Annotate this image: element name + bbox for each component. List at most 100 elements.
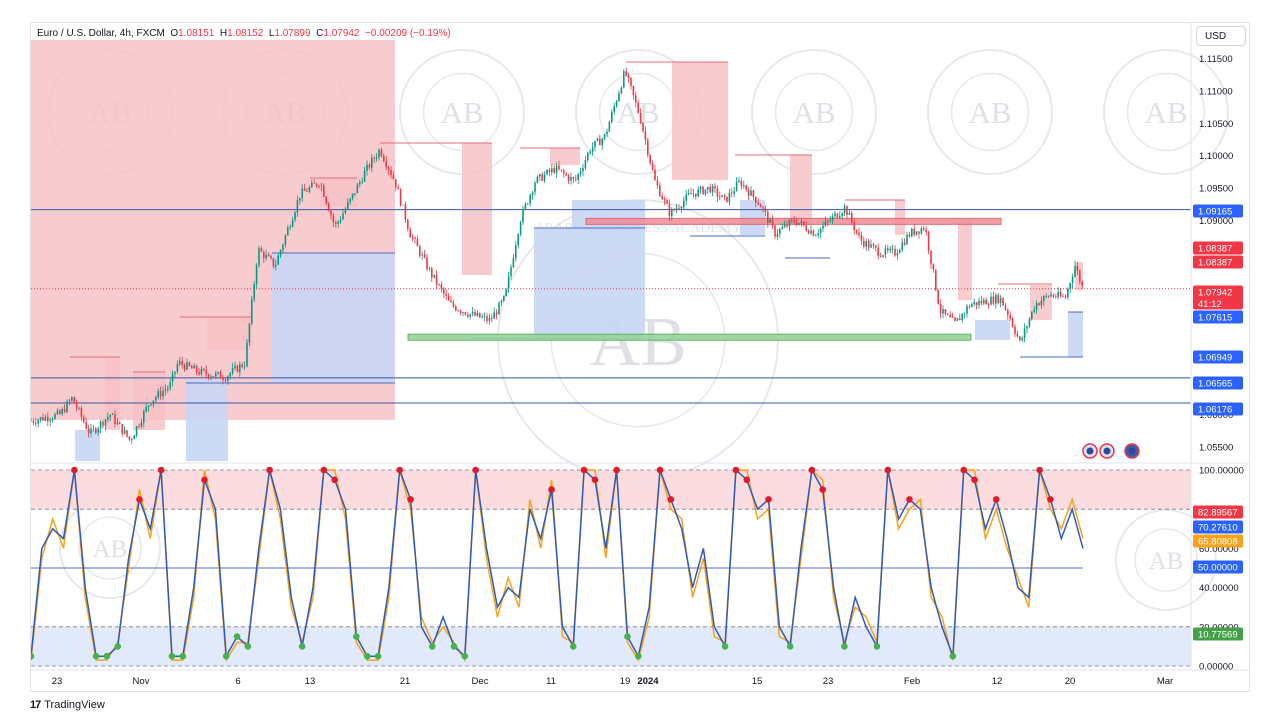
price-tick-label: 1.09500 xyxy=(1199,183,1233,194)
oversold-dot xyxy=(786,643,794,650)
osc-tick-label: 0.00000 xyxy=(1199,662,1233,673)
chart-frame[interactable] xyxy=(30,22,1250,692)
time-tick-label: Nov xyxy=(133,676,150,687)
candle-body xyxy=(899,249,901,254)
oversold-dot xyxy=(233,633,241,640)
candle-body xyxy=(114,414,116,425)
close-label: C xyxy=(316,28,324,39)
candle-body xyxy=(270,256,272,259)
candle-body xyxy=(747,189,750,196)
osc-badge xyxy=(1193,627,1243,641)
price-badge xyxy=(1193,204,1243,218)
candle-body xyxy=(426,257,428,270)
support-box xyxy=(975,320,1010,340)
support-box xyxy=(534,228,572,340)
candle-body xyxy=(1004,305,1007,310)
candle-body xyxy=(296,200,299,213)
oversold-dot xyxy=(114,643,122,650)
candle-body xyxy=(255,265,258,285)
candle-body xyxy=(601,138,603,146)
candle-body xyxy=(613,106,615,112)
candle-body xyxy=(944,309,947,314)
candle-body xyxy=(71,397,73,401)
candle-body xyxy=(1055,296,1057,298)
candle-body xyxy=(335,222,337,224)
price-tick-label: 1.09000 xyxy=(1199,216,1233,227)
candle-body xyxy=(488,318,491,321)
candle-body xyxy=(860,235,863,241)
event-flags[interactable] xyxy=(1082,443,1140,459)
candle-body xyxy=(961,313,963,321)
candle-body xyxy=(224,379,227,381)
candle-body xyxy=(858,232,860,236)
candle-body xyxy=(109,414,111,417)
candle-body xyxy=(205,370,207,375)
candle-body xyxy=(239,364,241,372)
overbought-dot xyxy=(884,466,892,474)
candle-body xyxy=(687,193,690,195)
overbought-dot xyxy=(732,466,740,474)
candle-body xyxy=(572,177,575,179)
candle-body xyxy=(512,258,515,268)
oversold-dot xyxy=(841,643,848,650)
candle-body xyxy=(536,176,539,183)
candle-body xyxy=(351,193,354,199)
tradingview-logo-icon: 17 xyxy=(30,699,41,711)
candle-body xyxy=(1014,326,1016,334)
candle-body xyxy=(623,71,625,88)
candle-body xyxy=(661,196,663,200)
candle-body xyxy=(995,294,997,304)
candle-body xyxy=(795,222,798,225)
candle-body xyxy=(635,95,637,103)
time-tick-label: 20 xyxy=(1065,676,1076,687)
bar-countdown: 41:12 xyxy=(1198,299,1222,310)
candle-body xyxy=(188,362,191,367)
candle-body xyxy=(611,111,613,123)
candle-body xyxy=(121,424,123,434)
candle-body xyxy=(570,177,572,181)
candle-body xyxy=(476,312,479,316)
currency-selector[interactable]: USD xyxy=(1196,26,1246,46)
candle-body xyxy=(589,151,591,153)
candle-body xyxy=(272,258,275,267)
candle-body xyxy=(260,248,263,252)
candle-body xyxy=(356,184,359,194)
candle-body xyxy=(803,221,805,226)
price-badge-value: 1.08387 xyxy=(1198,244,1232,255)
candle-body xyxy=(342,213,344,220)
candle-body xyxy=(817,233,819,236)
tradingview-brand[interactable]: 17 TradingView xyxy=(30,699,105,711)
candle-body xyxy=(1052,294,1055,297)
candle-body xyxy=(483,316,486,318)
overbought-dot xyxy=(613,466,620,474)
resistance-box xyxy=(133,372,165,430)
candle-body xyxy=(565,173,567,176)
horizontal-levels xyxy=(31,209,1191,404)
candle-body xyxy=(402,204,404,206)
candle-body xyxy=(291,220,294,227)
candle-body xyxy=(459,310,462,313)
candle-body xyxy=(716,188,719,197)
candle-body xyxy=(498,302,500,315)
candle-body xyxy=(906,234,908,245)
candle-body xyxy=(263,251,265,259)
support-zone xyxy=(407,333,972,341)
price-zones xyxy=(31,40,1083,461)
price-badge xyxy=(1193,255,1243,269)
candle-body xyxy=(39,417,42,421)
support-box xyxy=(272,253,395,383)
candle-body xyxy=(126,430,128,437)
candle-body xyxy=(539,174,541,177)
candle-body xyxy=(956,318,959,321)
candle-body xyxy=(179,361,181,364)
candle-body xyxy=(697,189,699,197)
overbought-dot xyxy=(472,466,479,474)
candle-body xyxy=(344,208,347,214)
candle-body xyxy=(935,269,937,291)
candle-body xyxy=(1076,266,1079,271)
candle-body xyxy=(776,233,779,237)
watermark-initials: AB xyxy=(93,536,128,563)
candle-body xyxy=(409,229,411,238)
candle-body xyxy=(872,244,875,246)
